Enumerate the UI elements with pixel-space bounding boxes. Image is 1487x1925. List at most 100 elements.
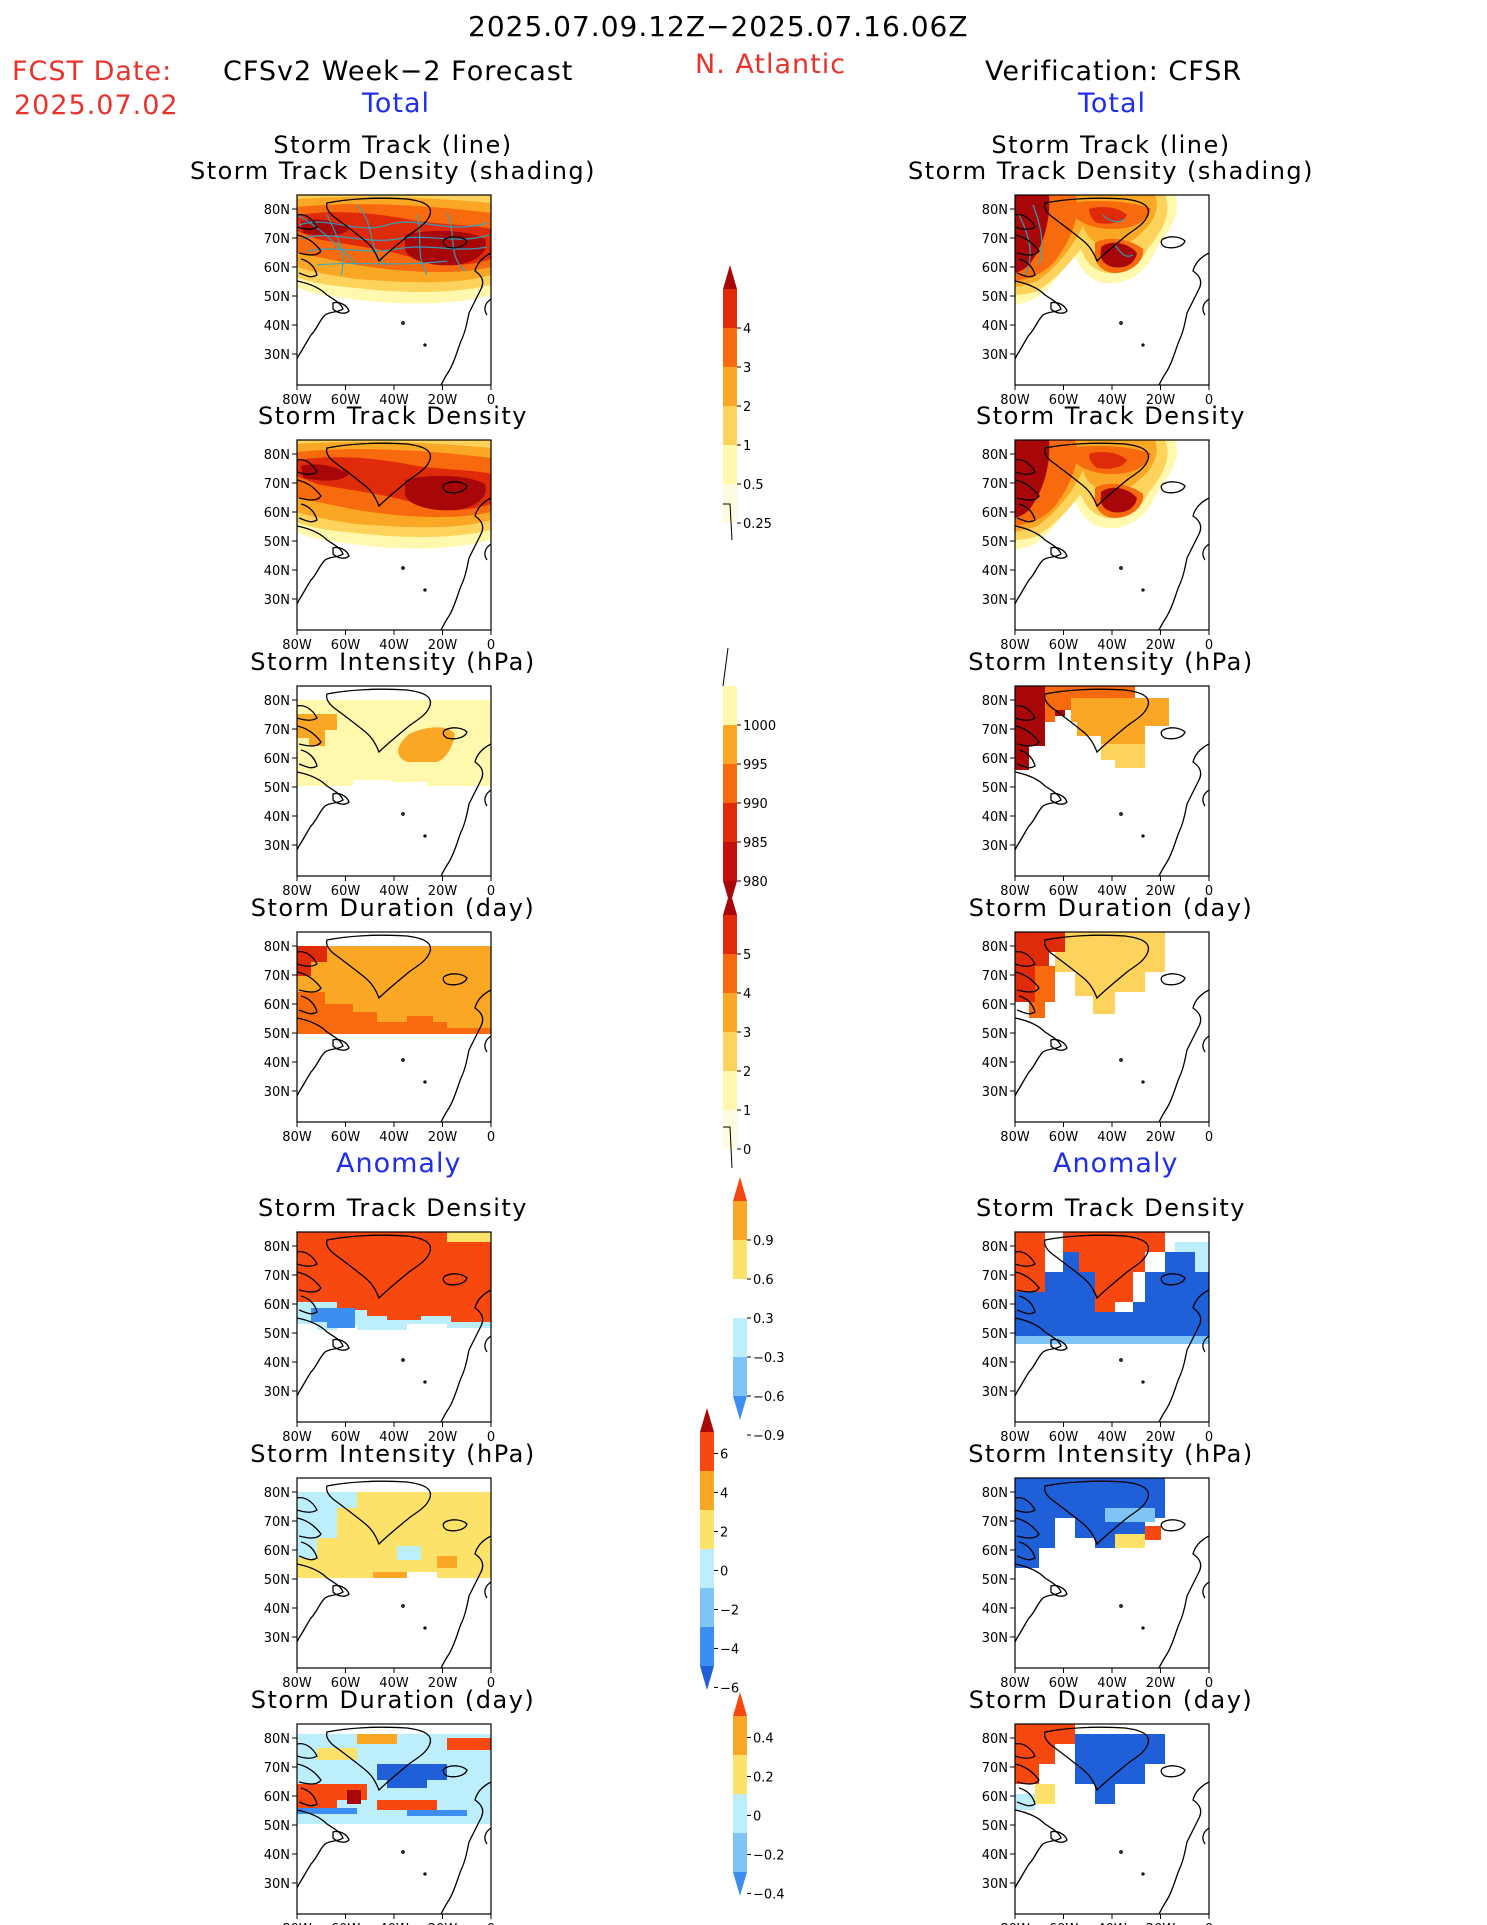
lat-tick-label: 70N: [264, 1515, 290, 1530]
lon-tick-label: 80W: [1000, 884, 1030, 899]
forecast-anom-intensity-map: 80N 70N 60N 50N 40N 30N 80W 60W 40W 20W 0: [264, 1477, 495, 1691]
lat-tick-label: 80N: [982, 1732, 1008, 1747]
colorbar-label: −0.6: [753, 1390, 785, 1405]
lat-tick-label: 30N: [982, 839, 1008, 854]
lon-tick-label: 80W: [1000, 1130, 1030, 1145]
lat-tick-label: 50N: [264, 1819, 290, 1834]
forecast-anom-duration-map: 80N 70N 60N 50N 40N 30N 80W 60W 40W 20W 0: [264, 1723, 495, 1925]
colorbar-label: 0: [753, 1809, 761, 1824]
lat-tick-label: 40N: [264, 1056, 290, 1071]
lat-tick-label: 40N: [264, 319, 290, 334]
lat-tick-label: 60N: [264, 1544, 290, 1559]
colorbar-label: 2: [743, 1065, 751, 1080]
lat-tick-label: 30N: [982, 1877, 1008, 1892]
lon-tick-label: 60W: [1049, 884, 1079, 899]
colorbar-label: 1000: [743, 719, 776, 734]
verification-anom-density-map: 80N 70N 60N 50N 40N 30N 80W 60W 40W 20W 0: [982, 1231, 1213, 1445]
lat-tick-label: 60N: [264, 752, 290, 767]
colorbar-label: 5: [743, 948, 751, 963]
lon-tick-label: 20W: [428, 1430, 458, 1445]
colorbar-label: 0.4: [753, 1731, 774, 1746]
lon-tick-label: 0: [1205, 393, 1213, 408]
lon-tick-label: 80W: [1000, 638, 1030, 653]
colorbar-label: 1: [743, 439, 751, 454]
lon-tick-label: 80W: [1000, 393, 1030, 408]
lat-tick-label: 80N: [982, 940, 1008, 955]
lat-tick-label: 40N: [982, 1356, 1008, 1371]
lat-tick-label: 70N: [982, 969, 1008, 984]
lon-tick-label: 60W: [1049, 393, 1079, 408]
lat-tick-label: 50N: [982, 1819, 1008, 1834]
lat-tick-label: 60N: [982, 998, 1008, 1013]
density-total-colorbar: 4 3 2 1 0.5 0.25: [723, 265, 772, 532]
lat-tick-label: 40N: [264, 564, 290, 579]
lon-tick-label: 20W: [1146, 393, 1176, 408]
lat-tick-label: 30N: [982, 1631, 1008, 1646]
lon-tick-label: 40W: [379, 638, 409, 653]
duration-total-colorbar: 5 4 3 2 1 0: [723, 891, 751, 1158]
duration-anom-colorbar: 0.4 0.2 0 −0.2 −0.4: [733, 1692, 785, 1902]
lat-tick-label: 30N: [264, 593, 290, 608]
lat-tick-label: 30N: [982, 1385, 1008, 1400]
vf-p1-title-a: Storm Track (line): [991, 131, 1231, 159]
lat-tick-label: 80N: [982, 1240, 1008, 1255]
lon-tick-label: 60W: [331, 393, 361, 408]
lat-tick-label: 50N: [982, 290, 1008, 305]
lat-tick-label: 70N: [264, 1761, 290, 1776]
lon-tick-label: 60W: [1049, 1922, 1079, 1925]
lat-tick-label: 60N: [982, 752, 1008, 767]
colorbar-label: 4: [720, 1486, 728, 1501]
lat-tick-label: 50N: [264, 781, 290, 796]
lon-tick-label: 80W: [1000, 1922, 1030, 1925]
colorbar-label: 0.6: [753, 1273, 774, 1288]
forecast-anom-density-map: 80N 70N 60N 50N 40N 30N 80W 60W 40W 20W 0: [264, 1231, 495, 1445]
lat-tick-label: 80N: [982, 1486, 1008, 1501]
lon-tick-label: 20W: [1146, 884, 1176, 899]
colorbar-label: −4: [720, 1642, 739, 1657]
lon-tick-label: 80W: [282, 1676, 312, 1691]
lat-tick-label: 30N: [264, 1877, 290, 1892]
lat-tick-label: 80N: [264, 694, 290, 709]
lon-tick-label: 60W: [1049, 1430, 1079, 1445]
lat-tick-label: 80N: [982, 203, 1008, 218]
lon-tick-label: 80W: [282, 1922, 312, 1925]
lon-tick-label: 40W: [1097, 393, 1127, 408]
lon-tick-label: 40W: [379, 1676, 409, 1691]
period-title: 2025.07.09.12Z−2025.07.16.06Z: [468, 10, 969, 43]
lat-tick-label: 50N: [982, 1573, 1008, 1588]
lon-tick-label: 0: [487, 1676, 495, 1691]
verification-total-label: Total: [1078, 88, 1147, 119]
lon-tick-label: 60W: [331, 1922, 361, 1925]
lat-tick-label: 70N: [982, 477, 1008, 492]
lon-tick-label: 20W: [428, 393, 458, 408]
lat-tick-label: 60N: [264, 261, 290, 276]
lat-tick-label: 50N: [264, 1327, 290, 1342]
lon-tick-label: 80W: [282, 1430, 312, 1445]
verification-anomaly-label: Anomaly: [1053, 1148, 1179, 1179]
lat-tick-label: 30N: [264, 1085, 290, 1100]
lat-tick-label: 30N: [264, 1631, 290, 1646]
lon-tick-label: 40W: [379, 884, 409, 899]
lon-tick-label: 0: [487, 1430, 495, 1445]
lat-tick-label: 70N: [982, 1761, 1008, 1776]
lat-tick-label: 70N: [982, 232, 1008, 247]
colorbar-label: 980: [743, 875, 768, 890]
lat-tick-label: 70N: [264, 969, 290, 984]
lat-tick-label: 30N: [982, 1085, 1008, 1100]
lat-tick-label: 70N: [982, 1269, 1008, 1284]
lon-tick-label: 0: [487, 1922, 495, 1925]
lat-tick-label: 30N: [982, 348, 1008, 363]
lon-tick-label: 20W: [428, 1922, 458, 1925]
verification-anom-intensity-map: 80N 70N 60N 50N 40N 30N 80W 60W 40W 20W 0: [982, 1477, 1213, 1691]
forecast-total-label: Total: [362, 88, 431, 119]
lon-tick-label: 60W: [331, 1430, 361, 1445]
colorbar-label: −0.4: [753, 1887, 785, 1902]
colorbar-label: 1: [743, 1104, 751, 1119]
lon-tick-label: 0: [487, 638, 495, 653]
lon-tick-label: 60W: [1049, 638, 1079, 653]
lon-tick-label: 80W: [282, 393, 312, 408]
lon-tick-label: 20W: [1146, 1430, 1176, 1445]
colorbar-label: 0.25: [743, 517, 772, 532]
lon-tick-label: 20W: [428, 1676, 458, 1691]
